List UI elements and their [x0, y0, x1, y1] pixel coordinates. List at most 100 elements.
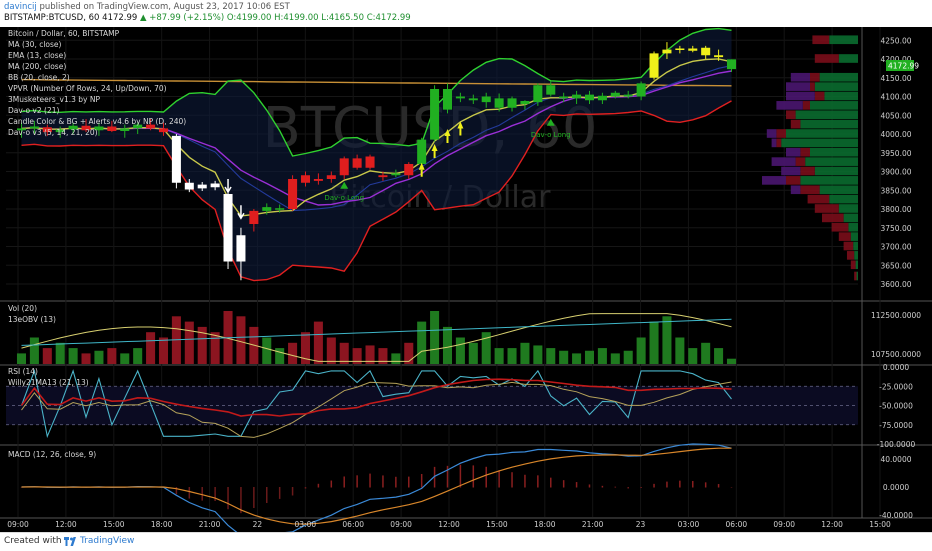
vpvr-bar [855, 260, 858, 270]
y-tick-label: 3750.00 [880, 224, 911, 233]
y-tick-label: 107500.0000 [871, 350, 921, 359]
obv-signal-line [21, 318, 732, 346]
macd-histogram-bar [498, 470, 500, 488]
volume-bar [16, 353, 27, 364]
macd-histogram-bar [524, 474, 526, 488]
candle-body [223, 194, 233, 262]
macd-histogram-bar [382, 475, 384, 488]
macd-histogram-bar [588, 484, 591, 488]
volume-bar [662, 316, 672, 364]
vpvr-bar [854, 251, 858, 260]
volume-bar [158, 337, 169, 364]
vpvr-bar [786, 176, 801, 185]
volume-bar [714, 348, 724, 364]
candles [16, 42, 737, 281]
volume-bar [623, 350, 633, 364]
macd-histogram-bar [459, 464, 462, 488]
macd-histogram-bar [614, 486, 617, 488]
legend-item: Willy21MA13 (21, 13) [8, 378, 89, 387]
vpvr-bar [800, 185, 820, 195]
macd-histogram-bar [562, 480, 565, 488]
publish-line: davincij published on TradingView.com, A… [4, 2, 290, 12]
vpvr-bar [846, 251, 855, 260]
macd-histogram-bar [188, 487, 191, 499]
buy-arrow-shaft [446, 136, 449, 143]
tradingview-logo-icon [64, 537, 76, 546]
price-badge-text: 4172.99 [888, 62, 919, 71]
vpvr-bar [814, 82, 858, 91]
candle-body [133, 124, 143, 129]
volume-bar [68, 348, 78, 364]
legend-item: Vol (20) [8, 304, 37, 313]
vpvr-bar [800, 119, 858, 129]
x-tick-label: 12:00 [55, 520, 77, 529]
macd-histogram-bar [550, 477, 552, 488]
legend-item: BB (20, close, 2) [8, 73, 70, 82]
ohlc-values: O:4199.00 H:4199.00 L:4165.50 C:4172.99 [226, 13, 411, 23]
volume-bar [236, 316, 246, 364]
volume-bar [507, 348, 517, 364]
candle-body [184, 182, 194, 190]
y-tick-label: 4000.00 [880, 130, 911, 139]
vpvr-bar [786, 147, 801, 157]
candle-body [455, 96, 465, 99]
volume-bar [29, 337, 39, 364]
macd-histogram-bar [627, 487, 629, 489]
vpvr-bar [810, 82, 815, 91]
candle-body [468, 98, 478, 101]
tradingview-link[interactable]: TradingView [80, 536, 135, 546]
volume-bar [559, 350, 569, 364]
candle-body [339, 158, 349, 176]
author-link[interactable]: davincij [4, 2, 37, 12]
macd-histogram-bar [317, 483, 320, 488]
macd-histogram-bar [730, 487, 733, 488]
volume-bar [726, 358, 737, 364]
volume-bar [184, 321, 194, 364]
candle-body [442, 89, 453, 110]
x-tick-label: 09:00 [7, 520, 29, 529]
volume-bar [352, 348, 362, 364]
volume-bar [55, 342, 65, 364]
candle-body [391, 173, 401, 176]
volume-bar [649, 321, 659, 364]
vpvr-bar [776, 138, 782, 148]
candle-body [494, 98, 504, 108]
volume-bar [533, 345, 543, 364]
volume-bar [365, 345, 375, 364]
vpvr-bar [786, 129, 858, 138]
x-tick-label: 15:00 [486, 520, 508, 529]
candle-body [559, 96, 569, 98]
macd-histogram-bar [408, 476, 410, 488]
signals: Dav-o Long Dav-o Long [224, 118, 571, 220]
candle-body [481, 96, 491, 103]
candle-body [597, 95, 607, 101]
y-tick-label: -40.0000 [879, 511, 913, 520]
volume-bar [597, 348, 607, 364]
legend-item: Candle Color & BG + Alerts v4.6 by NP (D… [8, 117, 186, 126]
ma200-line [21, 78, 732, 87]
volume-bar [520, 342, 530, 364]
candle-body [16, 128, 27, 131]
macd-histogram-bar [240, 487, 242, 514]
volume-bar [675, 337, 685, 364]
indicator-lines [21, 27, 732, 282]
y-tick-label: -25.0000 [879, 382, 913, 391]
macd-histogram-bar [369, 473, 371, 488]
y-tick-label: 40.0000 [880, 455, 911, 464]
volume-bar [636, 337, 646, 364]
vpvr-bar [762, 176, 786, 185]
bb-upper-line [21, 27, 732, 157]
candle-body [197, 184, 207, 189]
macd-histogram-bar [356, 475, 358, 488]
candle-body [688, 48, 698, 51]
vpvr-bar [786, 91, 815, 101]
chart-area[interactable]: BTCUSD, 60 Bitcoin / Dollar Dav-o LongDa… [0, 27, 932, 537]
long-signal-icon [340, 181, 349, 189]
chart-svg[interactable]: BTCUSD, 60 Bitcoin / Dollar Dav-o LongDa… [0, 27, 932, 537]
macd-histogram-bar [343, 476, 345, 488]
candle-body [313, 179, 323, 181]
volume-bar [417, 321, 427, 364]
y-tick-label: 3950.00 [880, 149, 911, 158]
sub-panes [6, 311, 858, 537]
candle-body [675, 48, 685, 50]
